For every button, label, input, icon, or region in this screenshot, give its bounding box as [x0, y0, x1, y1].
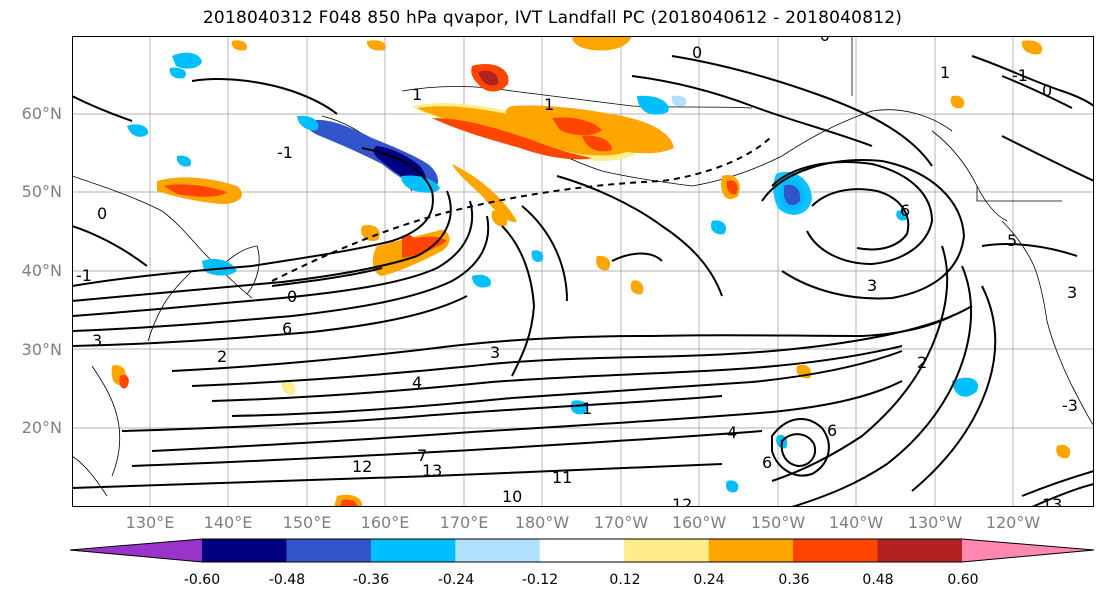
contour-label: 12: [672, 495, 692, 507]
contour-label: 2: [217, 347, 227, 366]
contour-label: 4: [727, 423, 737, 442]
lon-label-150e: 150°E: [282, 513, 332, 532]
contour-label: 1: [940, 63, 950, 82]
contour-label: -1: [277, 143, 293, 162]
contour-label: 3: [867, 276, 877, 295]
contour-label: 1: [582, 399, 592, 418]
contour-label: 5: [1007, 231, 1017, 250]
contour-label: 6: [282, 319, 292, 338]
colorbar-segment: [793, 539, 879, 562]
contour-label: 3: [92, 331, 102, 350]
lon-label-130w: 130°W: [907, 513, 963, 532]
contour-label: 0: [287, 287, 297, 306]
lat-label-30n: 30°N: [21, 340, 62, 359]
contour-label: 3: [1067, 283, 1077, 302]
lon-label-180w: 180°W: [514, 513, 570, 532]
lon-label-170e: 170°E: [439, 513, 489, 532]
lon-label-160e: 160°E: [360, 513, 410, 532]
contour-label: 4: [412, 373, 422, 392]
lat-label-20n: 20°N: [21, 418, 62, 437]
contour-label: 2: [917, 353, 927, 372]
contour-label: 0: [692, 43, 702, 62]
contours: [72, 55, 1094, 507]
contour-label: 11: [552, 468, 572, 487]
contour-label: 6: [827, 421, 837, 440]
lon-label-140w: 140°W: [828, 513, 884, 532]
colorbar-tick: 0.12: [609, 572, 641, 588]
map-title: 2018040312 F048 850 hPa qvapor, IVT Land…: [202, 8, 903, 28]
lon-label-170w: 170°W: [593, 513, 649, 532]
colorbar-outline: [70, 538, 1095, 563]
colorbar-tick: 0.60: [947, 572, 979, 588]
lat-label-60n: 60°N: [21, 104, 62, 123]
contour-label: 3: [490, 343, 500, 362]
dashed-boundary: [271, 135, 773, 282]
colorbar-extend-high: [962, 539, 1094, 562]
lon-label-120w: 120°W: [985, 513, 1041, 532]
contour-label: -1: [76, 266, 92, 285]
colorbar-tick: 0.36: [778, 572, 810, 588]
colorbar-segment: [624, 539, 710, 562]
contour-label: 7: [417, 446, 427, 465]
contour-label: 0: [1042, 81, 1052, 100]
colorbar-tick: -0.36: [352, 572, 390, 588]
colorbar-segment: [539, 539, 625, 562]
contour-label: 13: [422, 461, 442, 480]
colorbar-tick: -0.48: [268, 572, 306, 588]
lat-label-50n: 50°N: [21, 182, 62, 201]
contour-label: 6: [762, 453, 772, 472]
colorbar-segment: [286, 539, 372, 562]
colorbar-segment: [202, 539, 287, 562]
colorbar-segment: [877, 539, 963, 562]
map-frame: [72, 36, 1094, 507]
lon-label-160w: 160°W: [671, 513, 727, 532]
contour-label: 1: [544, 95, 554, 114]
shading-positive: [111, 36, 1071, 507]
colorbar-tick: 0.24: [693, 572, 725, 588]
contour-label-group: 0 1 -1 0 0 1 -1 1 0 6 5 3 3 6 3 2 2 4 4 …: [76, 36, 1078, 507]
colorbar-tick: -0.24: [437, 572, 475, 588]
contour-label: 0: [97, 204, 107, 223]
lat-label-40n: 40°N: [21, 261, 62, 280]
colorbar-tick: 0.48: [862, 572, 894, 588]
colorbar-tick: -0.12: [521, 572, 559, 588]
contour-label: 13: [1042, 495, 1062, 507]
contour-label: 6: [900, 201, 910, 220]
colorbar-tick: -0.60: [183, 572, 221, 588]
lon-label-130e: 130°E: [125, 513, 175, 532]
colorbar-segments: [70, 539, 1094, 562]
colorbar-segment: [708, 539, 794, 562]
contour-label: -1: [1012, 66, 1028, 85]
colorbar-segment: [455, 539, 541, 562]
lon-label-150w: 150°W: [750, 513, 806, 532]
coastlines: [72, 36, 1094, 497]
colorbar-extend-low: [70, 539, 202, 562]
contour-label: 12: [352, 457, 372, 476]
lon-label-140e: 140°E: [203, 513, 253, 532]
colorbar-segment: [370, 539, 456, 562]
map-panel: 0 1 -1 0 0 1 -1 1 0 6 5 3 3 6 3 2 2 4 4 …: [72, 36, 1094, 507]
contour-label: 1: [412, 85, 422, 104]
contour-label: -3: [1062, 396, 1078, 415]
contour-label: 10: [502, 487, 522, 506]
colorbar: [70, 538, 1095, 563]
contour-label: -0: [814, 36, 830, 45]
